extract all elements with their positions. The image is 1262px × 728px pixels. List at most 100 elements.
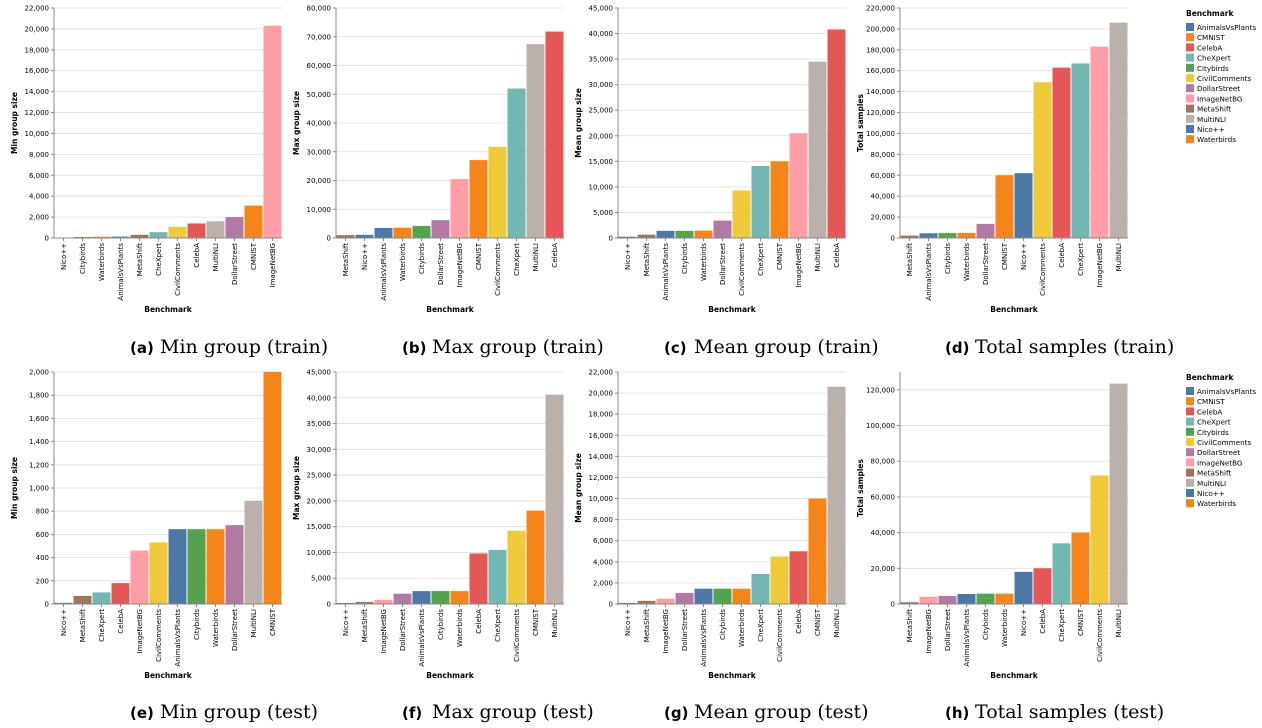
y-axis-title: Min group size (10, 92, 19, 154)
y-tick-label: 4,000 (29, 193, 49, 201)
bar-cmnist (263, 372, 282, 604)
legend-label: MultiNLI (1197, 115, 1226, 124)
y-tick-label: 0 (327, 601, 331, 609)
bar-animalsvsplants (374, 227, 393, 238)
x-tick-label: AnimalsVsPlants (380, 243, 388, 301)
y-tick-label: 0 (891, 235, 895, 243)
x-tick-label: CelebA (833, 243, 841, 268)
x-tick-label: CheXpert (513, 243, 521, 276)
y-tick-label: 45,000 (589, 5, 614, 13)
bar-citybirds (976, 593, 995, 604)
y-tick-label: 40,000 (589, 30, 614, 38)
caption-text: Min group (test) (160, 701, 318, 723)
legend-swatch (1186, 33, 1194, 42)
chart-panel-1: 0 2,000 4,000 6,000 8,000 10,000 12,000 14,000 1… (10, 5, 328, 359)
y-tick-label: 4,000 (593, 558, 613, 566)
y-tick-label: 220,000 (866, 5, 895, 13)
legend-swatch (1186, 478, 1194, 487)
bar-dollarstreet (393, 593, 412, 604)
bar-waterbirds (450, 591, 469, 604)
x-tick-label: DollarStreet (944, 609, 952, 651)
y-axis-title: Max group size (292, 456, 301, 520)
y-tick-label: 60,000 (307, 62, 332, 70)
y-tick-label: 60,000 (871, 172, 896, 180)
y-tick-label: 80,000 (871, 151, 896, 159)
bar-citybirds (675, 230, 694, 238)
y-tick-label: 8,000 (29, 151, 49, 159)
legend-swatch (1186, 458, 1194, 467)
bar-imagenetbg (374, 599, 393, 604)
bar-chexpert (751, 165, 770, 238)
x-tick-label: AnimalsVsPlants (117, 243, 125, 301)
x-tick-label: CelebA (1058, 243, 1066, 268)
bar-metashift (355, 601, 374, 604)
bar-waterbirds (393, 227, 412, 238)
x-tick-label: Waterbirds (212, 609, 220, 647)
x-tick-label: MultiNLI (833, 609, 841, 637)
x-tick-label: CMNIST (250, 242, 258, 270)
bar-celeba (1033, 568, 1052, 604)
legend-label: Waterbirds (1197, 499, 1236, 508)
x-tick-label: Citybirds (944, 243, 952, 274)
bar-citybirds (412, 225, 431, 238)
x-tick-label: CelebA (551, 243, 559, 268)
legend-swatch (1186, 427, 1194, 436)
legend-swatch (1186, 135, 1194, 144)
y-tick-label: 12,000 (589, 474, 614, 482)
bar-multinli (206, 221, 225, 238)
y-axis-title: Total samples (856, 94, 865, 152)
y-tick-label: 6,000 (593, 537, 613, 545)
x-tick-label: CivilComments (1039, 243, 1047, 296)
bar-metashift (73, 595, 92, 604)
bar-chexpert (488, 549, 507, 604)
x-tick-label: Citybirds (982, 609, 990, 640)
y-tick-label: 5,000 (593, 209, 613, 217)
caption-text: Max group (test) (432, 701, 594, 723)
x-tick-label: Waterbirds (738, 609, 746, 647)
y-tick-label: 0 (891, 601, 895, 609)
y-tick-label: 16,000 (589, 432, 614, 440)
bar-civilcomments (1033, 82, 1052, 239)
bar-chexpert (149, 232, 168, 238)
x-tick-label: MultiNLI (212, 243, 220, 271)
legend-swatch (1186, 63, 1194, 72)
x-tick-label: MultiNLI (250, 609, 258, 637)
legend-swatch (1186, 417, 1194, 426)
y-tick-label: 40,000 (871, 193, 896, 201)
bar-waterbirds (92, 236, 111, 238)
y-tick-label: 0 (609, 235, 613, 243)
y-axis-title: Mean group size (574, 88, 583, 158)
bar-celeba (469, 553, 488, 604)
bar-dollarstreet (225, 217, 244, 238)
legend-swatch (1186, 407, 1194, 416)
x-tick-label: MultiNLI (551, 609, 559, 637)
bar-chexpert (507, 88, 526, 238)
legend-label: CheXpert (1197, 418, 1231, 427)
bar-celeba (187, 223, 206, 238)
y-tick-label: 22,000 (589, 369, 614, 377)
bar-nico- (336, 602, 355, 604)
x-tick-label: CMNIST (532, 608, 540, 636)
bar-animalsvsplants (168, 529, 187, 604)
bar-imagenetbg (656, 598, 675, 604)
x-tick-label: CheXpert (494, 609, 502, 642)
legend-swatch (1186, 94, 1194, 103)
chart-panel-7: 0 2,000 4,000 6,000 8,000 10,000 12,000 14,000 1… (574, 369, 869, 724)
x-tick-label: CMNIST (475, 242, 483, 270)
legend-swatch (1186, 397, 1194, 406)
y-tick-label: 80,000 (307, 5, 332, 13)
y-tick-label: 0 (45, 235, 49, 243)
x-tick-label: AnimalsVsPlants (700, 609, 708, 667)
bar-civilcomments (732, 190, 751, 238)
chart-panel-4: 0 20,000 40,000 60,000 80,000 100,000 120,000 1… (856, 5, 1256, 359)
legend-swatch (1186, 43, 1194, 52)
bar-celeba (111, 583, 130, 604)
x-tick-label: Nico++ (1020, 609, 1028, 636)
x-axis-title: Benchmark (708, 305, 757, 314)
y-tick-label: 14,000 (589, 453, 614, 461)
bar-celeba (1052, 67, 1071, 238)
y-tick-label: 1,000 (29, 485, 49, 493)
x-tick-label: CivilComments (776, 609, 784, 662)
x-tick-label: DollarStreet (681, 609, 689, 651)
legend-label: AnimalsVsPlants (1197, 23, 1256, 32)
